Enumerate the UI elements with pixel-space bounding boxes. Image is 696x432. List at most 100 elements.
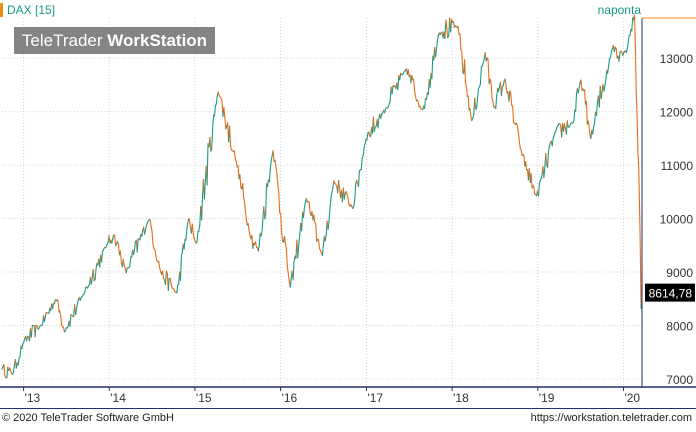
price-segment <box>611 52 612 58</box>
brand-watermark: TeleTrader WorkStation <box>14 27 215 54</box>
x-tick-label: '17 <box>367 391 383 405</box>
price-segment <box>588 121 589 126</box>
price-segment <box>414 80 415 92</box>
price-segment <box>240 175 241 188</box>
price-segment <box>261 232 262 236</box>
price-segment <box>593 126 594 134</box>
price-segment <box>207 144 208 185</box>
price-segment <box>287 266 288 274</box>
price-segment <box>436 49 437 57</box>
price-segment <box>188 219 189 224</box>
y-tick-label: 12000 <box>660 106 694 120</box>
price-segment <box>53 303 54 308</box>
price-segment <box>348 199 349 205</box>
price-segment <box>466 87 467 97</box>
price-segment <box>199 225 200 232</box>
price-segment <box>511 94 512 106</box>
price-segment <box>14 365 15 372</box>
price-segment <box>437 36 438 41</box>
price-segment <box>518 132 519 142</box>
price-segment <box>44 317 45 322</box>
price-segment <box>496 96 497 109</box>
price-segment <box>578 88 579 93</box>
price-segment <box>278 184 279 193</box>
price-segment <box>192 224 193 234</box>
price-segment <box>635 47 636 91</box>
x-tick-label: '20 <box>624 391 640 405</box>
price-segment <box>298 244 299 258</box>
price-segment <box>112 239 113 244</box>
price-segment <box>234 151 235 158</box>
y-tick-label: 8000 <box>666 320 693 334</box>
y-tick-label: 10000 <box>660 213 694 227</box>
price-segment <box>212 129 213 149</box>
price-segment <box>142 230 143 236</box>
price-segment <box>531 174 532 188</box>
price-segment <box>468 96 469 110</box>
price-segment <box>93 270 94 281</box>
price-segment <box>204 181 205 199</box>
price-segment <box>266 184 267 213</box>
price-segment <box>61 317 62 325</box>
price-segment <box>184 239 185 249</box>
price-segment <box>145 230 146 234</box>
price-segment <box>513 106 514 122</box>
price-segment <box>187 223 188 229</box>
price-segment <box>163 271 164 278</box>
price-segment <box>282 232 283 241</box>
price-segment <box>224 107 225 117</box>
price-segment <box>246 220 247 226</box>
price-segment <box>20 346 21 356</box>
price-segment <box>302 212 303 231</box>
price-segment <box>608 65 609 73</box>
price-segment <box>268 180 269 187</box>
y-tick-label: 11000 <box>661 159 694 173</box>
price-segment <box>564 124 565 129</box>
price-segment <box>576 94 577 112</box>
price-segment <box>526 162 527 170</box>
price-segment <box>381 114 382 119</box>
price-segment <box>418 102 419 107</box>
price-segment <box>493 101 494 107</box>
price-segment <box>385 109 386 113</box>
footer-url[interactable]: https://workstation.teletrader.com <box>531 412 692 424</box>
price-segment <box>293 262 294 280</box>
price-segment <box>412 75 413 79</box>
price-segment <box>123 259 124 265</box>
price-segment <box>640 243 641 308</box>
price-segment <box>102 251 103 262</box>
price-segment <box>354 201 355 207</box>
price-segment <box>118 241 119 245</box>
price-segment <box>126 268 127 273</box>
price-segment <box>632 18 633 31</box>
price-segment <box>236 161 237 167</box>
price-segment <box>425 99 426 109</box>
price-segment <box>466 83 467 87</box>
grid-lines <box>2 18 642 387</box>
price-segment <box>373 117 374 131</box>
price-segment <box>215 106 216 116</box>
price-segment <box>332 188 333 193</box>
price-segment <box>579 82 580 88</box>
price-segment <box>190 220 191 229</box>
price-segment <box>197 231 198 242</box>
x-tick-label: '13 <box>25 391 41 405</box>
price-segment <box>95 269 96 279</box>
price-segment <box>605 80 606 86</box>
price-segment <box>181 252 182 256</box>
brand-bold: WorkStation <box>107 31 207 50</box>
y-tick-label: 9000 <box>666 266 693 280</box>
x-tick-label: '19 <box>539 391 555 405</box>
period-label[interactable]: naponta <box>598 3 641 17</box>
price-segment <box>447 28 448 37</box>
price-segment <box>305 202 306 207</box>
price-segment <box>24 338 25 342</box>
price-segment <box>635 15 636 47</box>
price-segment <box>76 309 77 315</box>
price-segment <box>546 153 547 165</box>
price-segment <box>378 118 379 128</box>
last-price-label: 8614,78 <box>649 287 693 301</box>
instrument-title[interactable]: DAX [15] <box>7 3 55 17</box>
